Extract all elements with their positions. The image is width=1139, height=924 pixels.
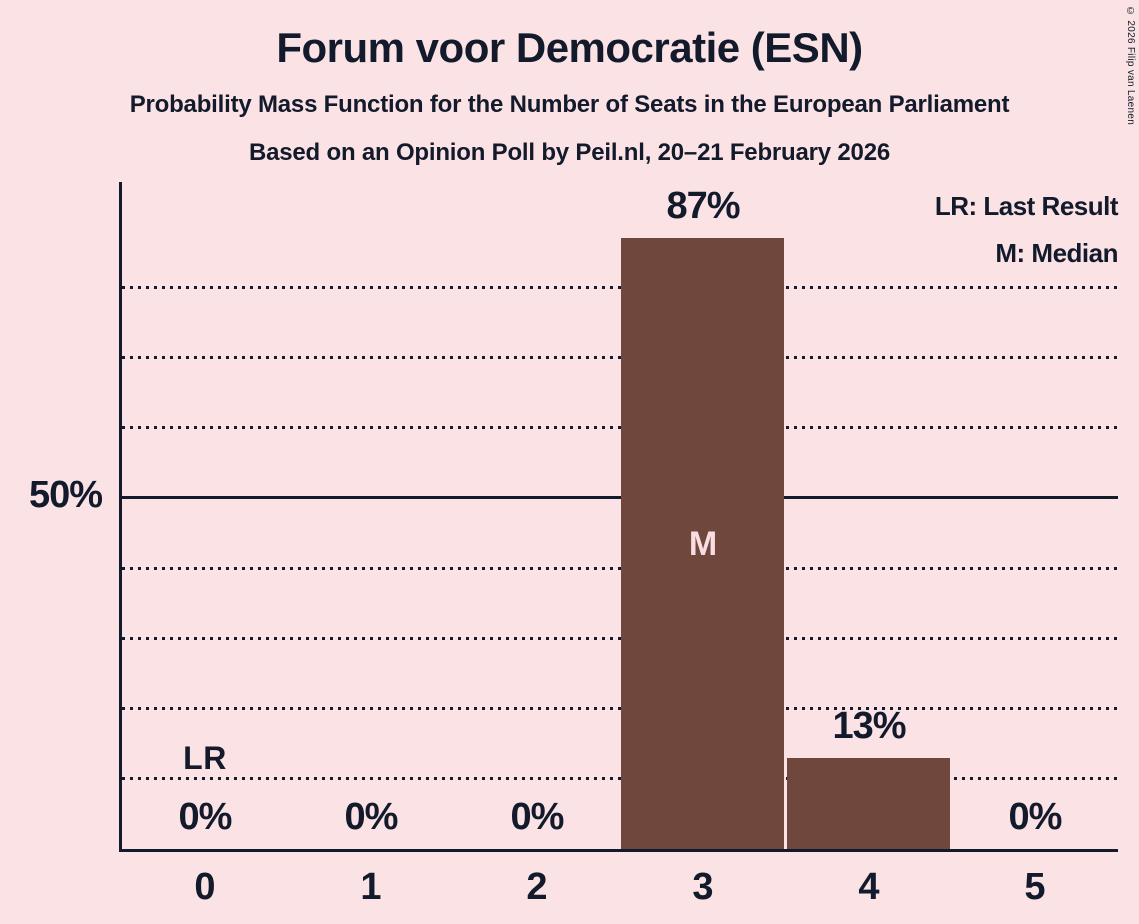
column-seat-5: 0% <box>952 182 1118 849</box>
gridline-70pct <box>122 356 1118 360</box>
gridline-80pct <box>122 285 1118 289</box>
solid-line-50pct <box>122 496 1118 500</box>
value-label-seat-2: 0% <box>510 796 565 838</box>
column-seat-4: 13% <box>786 182 952 849</box>
y-axis-label-50pct: 50% <box>28 474 103 516</box>
column-seat-0: 0% LR <box>122 182 288 849</box>
plot-area: 0% LR 0% 0% 87% M 13% 0% <box>119 182 1118 852</box>
value-label-seat-3: 87% <box>666 185 740 228</box>
last-result-marker: LR <box>183 739 227 776</box>
gridline-40pct <box>122 566 1118 570</box>
column-seat-3: 87% M <box>620 182 786 849</box>
value-label-seat-1: 0% <box>344 796 399 838</box>
value-label-seat-4: 13% <box>832 704 906 747</box>
chart-poll-source: Based on an Opinion Poll by Peil.nl, 20–… <box>248 139 891 166</box>
legend: LR: Last Result M: Median <box>934 183 1119 277</box>
median-marker: M <box>688 524 718 563</box>
bar-seat-3 <box>621 238 784 849</box>
x-tick-label-1: 1 <box>360 866 382 908</box>
gridline-10pct <box>122 777 1118 781</box>
x-tick-label-4: 4 <box>858 866 880 908</box>
x-tick-label-5: 5 <box>1024 866 1046 908</box>
chart-title: Forum voor Democratie (ESN) <box>276 24 863 71</box>
chart-subtitle: Probability Mass Function for the Number… <box>129 91 1010 118</box>
gridline-20pct <box>122 707 1118 711</box>
gridline-60pct <box>122 426 1118 430</box>
value-label-seat-5: 0% <box>1008 796 1063 838</box>
legend-last-result: LR: Last Result <box>934 191 1119 221</box>
x-tick-label-3: 3 <box>692 866 714 908</box>
column-seat-2: 0% <box>454 182 620 849</box>
x-tick-label-2: 2 <box>526 866 548 908</box>
column-seat-1: 0% <box>288 182 454 849</box>
x-tick-label-0: 0 <box>194 866 216 908</box>
gridline-30pct <box>122 636 1118 640</box>
value-label-seat-0: 0% <box>178 796 233 838</box>
bar-seat-4 <box>787 757 950 849</box>
legend-median: M: Median <box>995 238 1118 268</box>
copyright-notice: © 2026 Filip van Laenen <box>1125 6 1136 126</box>
x-axis-tick-row: 0 1 2 3 4 5 <box>122 864 1118 912</box>
